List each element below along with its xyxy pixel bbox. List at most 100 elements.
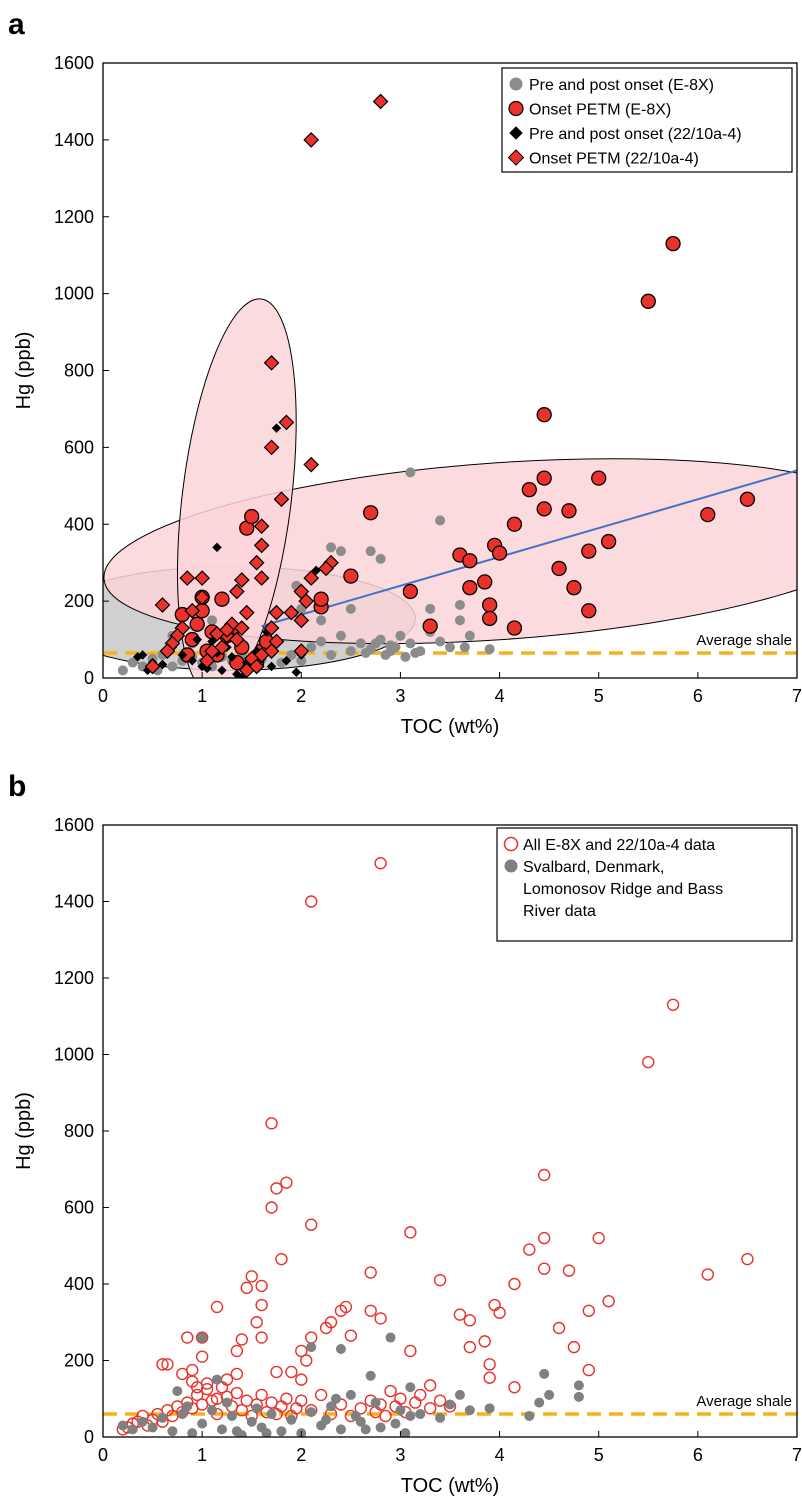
x-tick-label: 1 <box>197 1445 207 1465</box>
data-point <box>484 644 495 655</box>
data-point <box>228 631 245 648</box>
data-point <box>404 1344 417 1358</box>
data-point <box>552 1321 566 1335</box>
data-point <box>235 1333 249 1346</box>
y-tick-label: 200 <box>64 1351 94 1371</box>
series-1 <box>116 857 754 1436</box>
trend-line <box>261 469 797 628</box>
data-point <box>233 572 250 588</box>
legend-label: Onset PETM (22/10a-4) <box>529 151 699 168</box>
legend-marker <box>507 149 525 166</box>
data-point <box>343 568 359 584</box>
y-axis-title: Hg (ppb) <box>13 1092 35 1170</box>
x-tick-label: 6 <box>693 1445 703 1465</box>
data-point <box>405 638 416 649</box>
data-point <box>316 615 327 626</box>
plot-area <box>103 93 797 678</box>
data-point <box>591 470 607 486</box>
data-point <box>210 1392 224 1405</box>
data-point <box>253 570 270 586</box>
data-point <box>192 634 203 645</box>
x-tick-label: 4 <box>495 1445 505 1465</box>
data-point <box>524 1410 535 1421</box>
data-point <box>220 1373 234 1386</box>
data-point <box>435 515 446 526</box>
data-point <box>385 1332 396 1343</box>
data-point <box>360 648 371 659</box>
data-point <box>534 1397 545 1408</box>
reference-line-label: Average shale <box>696 1393 792 1410</box>
legend-label: Onset PETM (E-8X) <box>529 102 671 119</box>
data-point <box>521 482 537 498</box>
legend-marker <box>509 126 523 140</box>
data-point <box>313 591 329 607</box>
data-point <box>375 1422 386 1433</box>
data-point <box>295 1394 308 1407</box>
data-point <box>212 1374 223 1385</box>
data-point <box>255 1388 268 1402</box>
x-axis-title: TOC (wt%) <box>401 1475 500 1497</box>
data-point <box>345 1389 356 1400</box>
data-point <box>390 642 401 653</box>
data-point <box>335 546 346 557</box>
data-point <box>433 1394 447 1407</box>
legend-label: Lomonosov Ridge and Bass <box>523 881 723 898</box>
data-point <box>395 1405 406 1416</box>
data-point <box>523 1243 536 1256</box>
data-point <box>263 620 280 636</box>
data-point <box>454 599 465 610</box>
y-axis-title: Hg (ppb) <box>13 332 35 410</box>
data-point <box>488 1298 501 1312</box>
data-point <box>321 1414 332 1425</box>
data-point <box>344 1329 358 1342</box>
data-point <box>405 1410 416 1421</box>
data-point <box>414 1388 427 1402</box>
y-tick-label: 400 <box>64 1274 94 1294</box>
data-point <box>147 1422 158 1433</box>
data-point <box>295 1373 308 1386</box>
legend-label: Pre and post onset (E-8X) <box>529 77 714 94</box>
data-point <box>194 589 210 606</box>
data-point <box>293 643 310 659</box>
data-point <box>335 1344 346 1355</box>
data-point <box>384 1384 397 1398</box>
data-point <box>263 354 280 371</box>
data-point <box>253 518 270 535</box>
data-point <box>410 648 421 659</box>
data-point <box>250 1316 263 1329</box>
data-point <box>335 630 346 641</box>
data-point <box>278 414 295 431</box>
data-point <box>561 503 577 519</box>
legend-marker <box>503 836 519 852</box>
data-point <box>127 1424 138 1435</box>
x-tick-label: 3 <box>395 686 405 706</box>
data-point <box>210 1300 224 1314</box>
data-point <box>207 1405 218 1416</box>
y-tick-label: 800 <box>64 1121 94 1141</box>
x-tick-label: 2 <box>296 1445 306 1465</box>
data-point <box>172 1386 183 1397</box>
legend-marker <box>504 859 518 873</box>
data-point <box>484 1403 495 1414</box>
x-tick-label: 6 <box>693 686 703 706</box>
data-point <box>404 1226 417 1239</box>
data-point <box>245 1270 258 1283</box>
x-tick-label: 1 <box>197 686 207 706</box>
data-point <box>365 546 376 557</box>
y-tick-label: 1000 <box>54 1045 94 1065</box>
data-point <box>364 1266 377 1279</box>
data-point <box>233 620 250 636</box>
data-point <box>255 1298 268 1312</box>
data-point <box>238 604 255 621</box>
data-point <box>326 649 337 660</box>
data-point <box>285 1365 298 1379</box>
y-tick-label: 1400 <box>54 892 94 912</box>
y-tick-label: 600 <box>64 437 94 457</box>
data-point <box>477 574 493 590</box>
data-point <box>544 1389 555 1400</box>
data-point <box>268 604 285 621</box>
data-point <box>462 553 478 569</box>
data-point <box>600 533 617 550</box>
data-point <box>581 603 597 619</box>
data-point <box>182 1401 193 1412</box>
